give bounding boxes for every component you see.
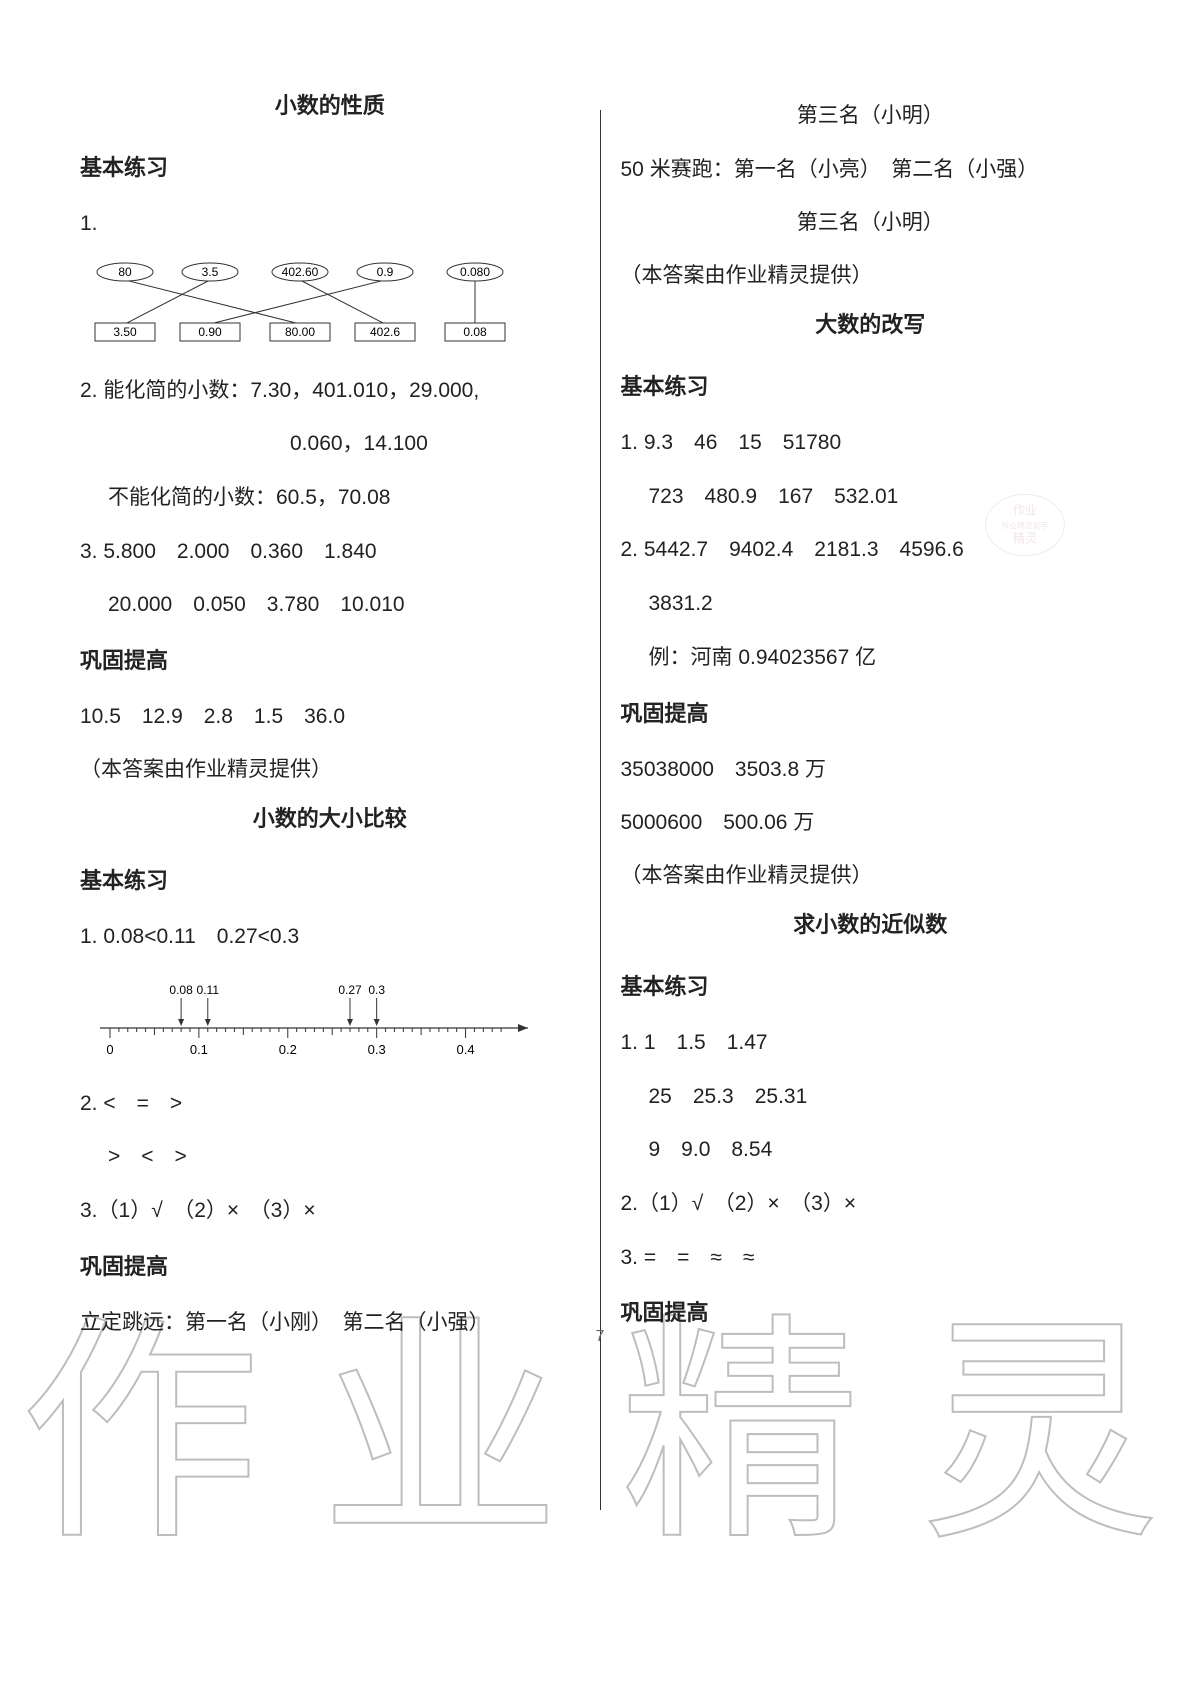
subhead-basic-r2: 基本练习 xyxy=(621,969,1121,1001)
svg-text:0.1: 0.1 xyxy=(190,1042,208,1057)
svg-text:0.4: 0.4 xyxy=(457,1042,475,1057)
svg-text:402.60: 402.60 xyxy=(282,265,319,279)
svg-text:0.080: 0.080 xyxy=(460,265,490,279)
matching-diagram: 80 3.5 402.60 0.9 0.080 3.50 0.90 80.00 402.6 0.0… xyxy=(80,260,580,355)
numberline-svg: 0 0.1 0.2 0.3 0.4 0.08 0.11 0.27 0.3 xyxy=(80,973,540,1063)
section-title-1: 小数的性质 xyxy=(80,88,580,120)
q2-line-c: 不能化简的小数：60.5，70.08 xyxy=(80,480,580,516)
r3: 第三名（小明） xyxy=(621,205,1121,241)
svg-text:0.3: 0.3 xyxy=(368,983,385,997)
svg-text:0.3: 0.3 xyxy=(368,1042,386,1057)
d1a: 1. 1 1.5 1.47 xyxy=(621,1025,1121,1061)
r1: 第三名（小明） xyxy=(621,98,1121,134)
svg-text:0.08: 0.08 xyxy=(463,325,487,339)
section-title-3: 大数的改写 xyxy=(621,307,1121,339)
q2-line-b: 0.060，14.100 xyxy=(80,426,580,462)
b2a: 2. 5442.7 9402.4 2181.3 4596.6 xyxy=(621,532,1121,568)
matching-svg: 80 3.5 402.60 0.9 0.080 3.50 0.90 80.00 402.6 0.0… xyxy=(80,260,520,350)
subhead-consolidate-1: 巩固提高 xyxy=(80,643,580,675)
cmp-q2a: 2. < = > xyxy=(80,1086,580,1122)
svg-text:0.08: 0.08 xyxy=(169,983,193,997)
c2: 5000600 500.06 万 xyxy=(621,805,1121,841)
d1c: 9 9.0 8.54 xyxy=(621,1132,1121,1168)
svg-text:0: 0 xyxy=(106,1042,113,1057)
b2b: 3831.2 xyxy=(621,586,1121,622)
right-column: 第三名（小明） 50 米赛跑：第一名（小亮） 第二名（小强） 第三名（小明） （… xyxy=(601,80,1141,1510)
svg-text:0.11: 0.11 xyxy=(197,983,220,997)
d2: 2.（1）√ （2）× （3）× xyxy=(621,1186,1121,1222)
svg-text:0.27: 0.27 xyxy=(338,983,362,997)
b2c: 例：河南 0.94023567 亿 xyxy=(621,640,1121,676)
note-3: （本答案由作业精灵提供） xyxy=(621,859,1121,889)
subhead-consolidate-r2: 巩固提高 xyxy=(621,1295,1121,1327)
d1b: 25 25.3 25.31 xyxy=(621,1079,1121,1115)
svg-text:80: 80 xyxy=(118,265,132,279)
subhead-consolidate-r1: 巩固提高 xyxy=(621,696,1121,728)
svg-text:0.2: 0.2 xyxy=(279,1042,297,1057)
svg-text:0.9: 0.9 xyxy=(377,265,394,279)
numberline-diagram: 0 0.1 0.2 0.3 0.4 0.08 0.11 0.27 0.3 xyxy=(80,973,580,1068)
note-2: （本答案由作业精灵提供） xyxy=(621,259,1121,289)
q3-line-b: 20.000 0.050 3.780 10.010 xyxy=(80,587,580,623)
svg-text:3.50: 3.50 xyxy=(113,325,137,339)
svg-text:80.00: 80.00 xyxy=(285,325,315,339)
b1b: 723 480.9 167 532.01 xyxy=(621,479,1121,515)
svg-text:0.90: 0.90 xyxy=(198,325,222,339)
section-title-4: 求小数的近似数 xyxy=(621,907,1121,939)
cons-line-1: 10.5 12.9 2.8 1.5 36.0 xyxy=(80,699,580,735)
subhead-basic-1: 基本练习 xyxy=(80,150,580,182)
c1: 35038000 3503.8 万 xyxy=(621,752,1121,788)
left-column: 小数的性质 基本练习 1. 803.5402.600.90.0803.500.9… xyxy=(60,80,600,1510)
d3: 3. = = ≈ ≈ xyxy=(621,1240,1121,1276)
subhead-basic-2: 基本练习 xyxy=(80,863,580,895)
note-1: （本答案由作业精灵提供） xyxy=(80,753,580,783)
q3-line-a: 3. 5.800 2.000 0.360 1.840 xyxy=(80,534,580,570)
cmp-q3: 3.（1）√ （2）× （3）× xyxy=(80,1193,580,1229)
page-root: 小数的性质 基本练习 1. 803.5402.600.90.0803.500.9… xyxy=(0,0,1200,1550)
section-title-2: 小数的大小比较 xyxy=(80,801,580,833)
q2-line-a: 2. 能化简的小数：7.30，401.010，29.000, xyxy=(80,373,580,409)
r2: 50 米赛跑：第一名（小亮） 第二名（小强） xyxy=(621,152,1121,188)
subhead-basic-r1: 基本练习 xyxy=(621,369,1121,401)
svg-text:3.5: 3.5 xyxy=(202,265,219,279)
svg-text:402.6: 402.6 xyxy=(370,325,400,339)
cmp-q1: 1. 0.08<0.11 0.27<0.3 xyxy=(80,919,580,955)
b1a: 1. 9.3 46 15 51780 xyxy=(621,425,1121,461)
page-number: 7 xyxy=(0,1328,1200,1346)
subhead-consolidate-2: 巩固提高 xyxy=(80,1249,580,1281)
q1-label: 1. xyxy=(80,206,580,242)
cmp-q2b: > < > xyxy=(80,1139,580,1175)
